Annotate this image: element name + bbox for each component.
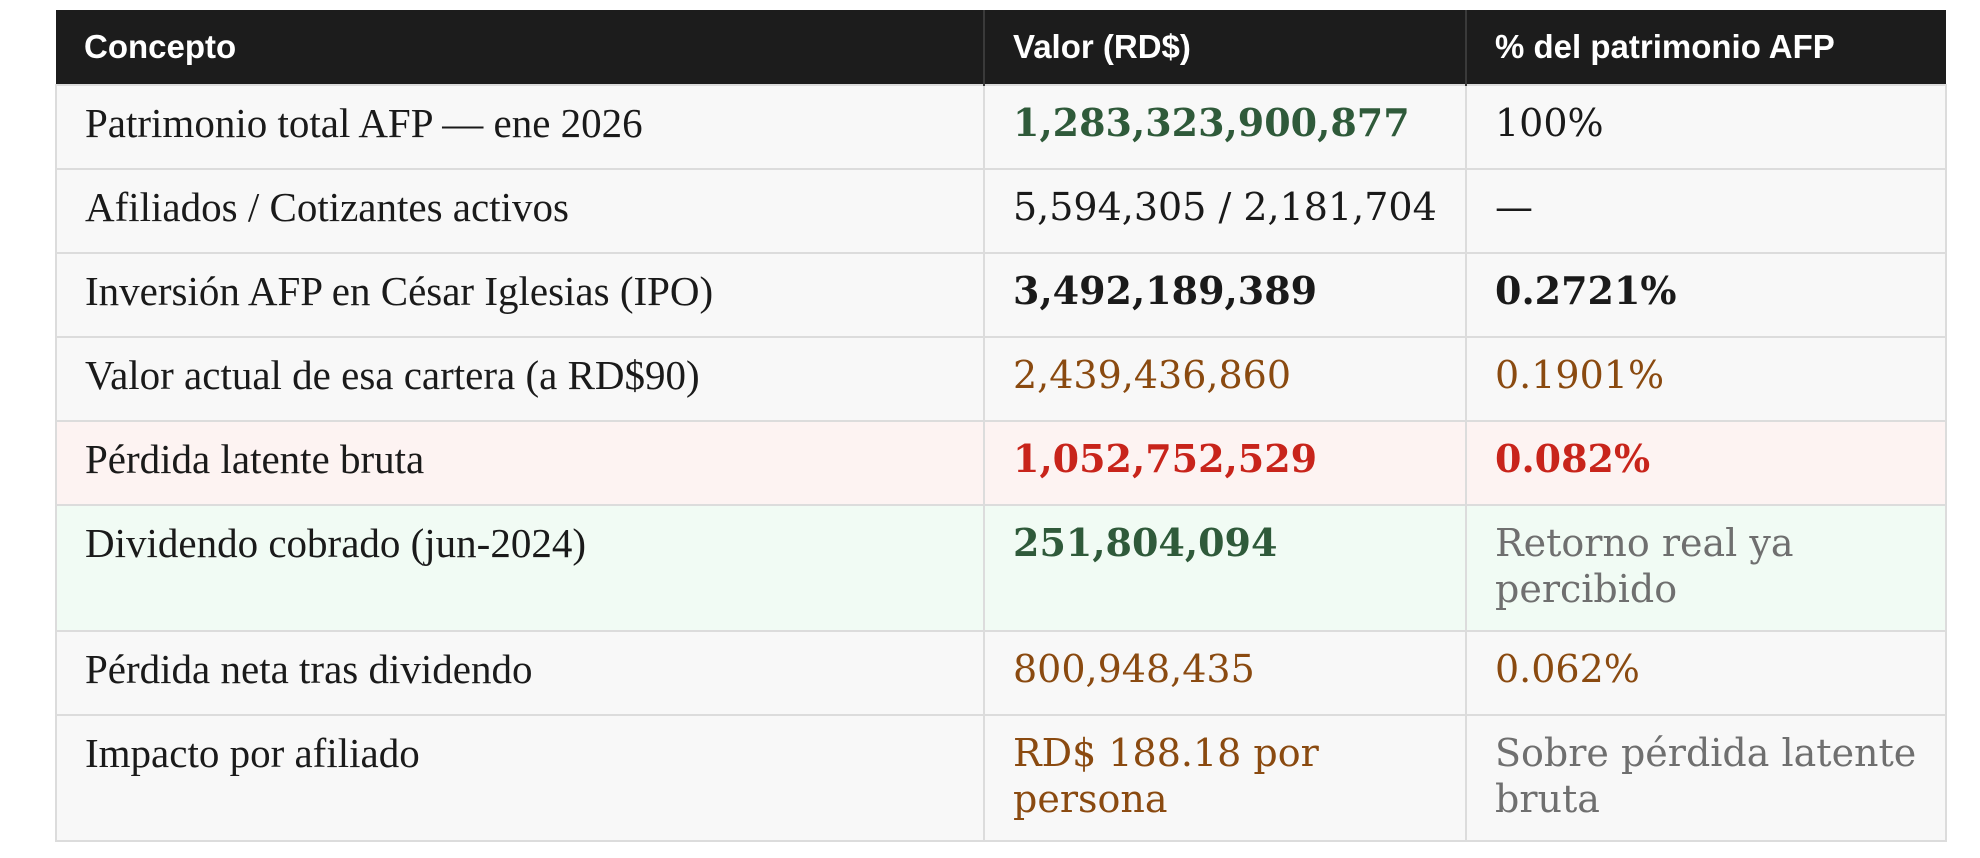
row-concepto: Inversión AFP en César Iglesias (IPO) — [55, 252, 985, 338]
row-pct: 100% — [1465, 84, 1947, 170]
afp-impact-table: Concepto Valor (RD$) % del patrimonio AF… — [55, 10, 1947, 842]
header-concepto: Concepto — [56, 10, 984, 85]
row-valor: 1,052,752,529 — [983, 420, 1467, 506]
row-valor: RD$ 188.18 por persona — [983, 714, 1467, 842]
row-pct: 0.2721% — [1465, 252, 1947, 338]
row-concepto: Pérdida latente bruta — [55, 420, 985, 506]
row-pct: 0.062% — [1465, 630, 1947, 716]
table-row-loss: Pérdida latente bruta 1,052,752,529 0.08… — [55, 420, 1947, 506]
afp-impact-table-container: Concepto Valor (RD$) % del patrimonio AF… — [55, 10, 1947, 842]
table-row: Patrimonio total AFP — ene 2026 1,283,32… — [55, 84, 1947, 170]
row-valor: 251,804,094 — [983, 504, 1467, 632]
row-pct: Sobre pérdida latente bruta — [1465, 714, 1947, 842]
row-pct: Retorno real ya percibido — [1465, 504, 1947, 632]
row-concepto: Valor actual de esa cartera (a RD$90) — [55, 336, 985, 422]
table-row-dividend: Dividendo cobrado (jun-2024) 251,804,094… — [55, 504, 1947, 632]
table-row: Impacto por afiliado RD$ 188.18 por pers… — [55, 714, 1947, 842]
row-pct: — — [1465, 168, 1947, 254]
row-valor: 800,948,435 — [983, 630, 1467, 716]
row-pct: 0.1901% — [1465, 336, 1947, 422]
row-valor: 1,283,323,900,877 — [983, 84, 1467, 170]
table-row: Afiliados / Cotizantes activos 5,594,305… — [55, 168, 1947, 254]
row-valor: 3,492,189,389 — [983, 252, 1467, 338]
header-valor: Valor (RD$) — [983, 10, 1466, 85]
row-concepto: Afiliados / Cotizantes activos — [55, 168, 985, 254]
row-concepto: Pérdida neta tras dividendo — [55, 630, 985, 716]
table-row: Pérdida neta tras dividendo 800,948,435 … — [55, 630, 1947, 716]
table-row: Valor actual de esa cartera (a RD$90) 2,… — [55, 336, 1947, 422]
table-body: Patrimonio total AFP — ene 2026 1,283,32… — [55, 84, 1947, 842]
row-valor: 5,594,305 / 2,181,704 — [983, 168, 1467, 254]
table-header-row: Concepto Valor (RD$) % del patrimonio AF… — [56, 10, 1946, 85]
table-header: Concepto Valor (RD$) % del patrimonio AF… — [56, 10, 1946, 85]
row-valor: 2,439,436,860 — [983, 336, 1467, 422]
row-concepto: Impacto por afiliado — [55, 714, 985, 842]
header-pct: % del patrimonio AFP — [1465, 10, 1946, 85]
row-concepto: Patrimonio total AFP — ene 2026 — [55, 84, 985, 170]
table-row: Inversión AFP en César Iglesias (IPO) 3,… — [55, 252, 1947, 338]
row-pct: 0.082% — [1465, 420, 1947, 506]
row-concepto: Dividendo cobrado (jun-2024) — [55, 504, 985, 632]
